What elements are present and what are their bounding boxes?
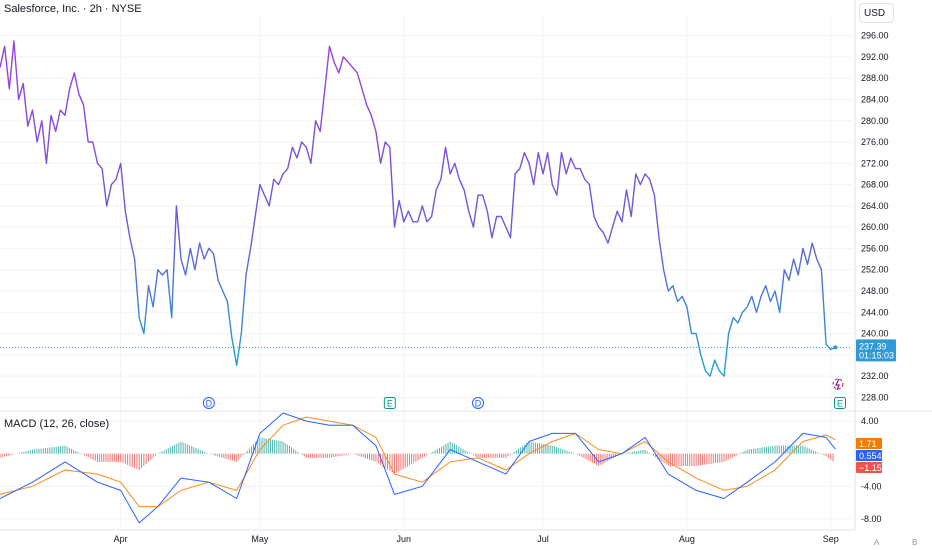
price-axis-tick: 292.00 — [861, 52, 889, 62]
price-axis-tick: 260.00 — [861, 222, 889, 232]
last-price-dot — [833, 345, 838, 350]
earnings-marker[interactable] — [383, 397, 396, 409]
macd-axis-tick: -4.00 — [861, 481, 882, 491]
price-axis-tick: 280.00 — [861, 116, 889, 126]
price-axis-tick: 240.00 — [861, 329, 889, 339]
time-axis-tick: May — [251, 534, 269, 544]
earnings-marker[interactable] — [834, 397, 846, 409]
price-axis-tick: 268.00 — [861, 180, 889, 190]
dividend-marker-label: D — [475, 399, 482, 409]
last-price-tag — [856, 339, 896, 362]
dividend-marker[interactable] — [202, 397, 215, 409]
signal-value-tag — [856, 438, 882, 449]
dividend-marker[interactable] — [472, 397, 485, 409]
price-axis-tick: 276.00 — [861, 137, 889, 147]
time-axis-tick: Jul — [537, 534, 549, 544]
lightning-icon[interactable] — [832, 378, 844, 391]
macd-axis-tick: 4.00 — [861, 416, 879, 426]
signal-line[interactable] — [0, 416, 836, 508]
bar-countdown-label: 01:15:03 — [859, 350, 894, 360]
price-axis-tick: 284.00 — [861, 94, 889, 104]
price-axis-tick: 256.00 — [861, 243, 889, 253]
time-axis-tick: Apr — [114, 534, 128, 544]
price-axis-tick: 272.00 — [861, 158, 889, 168]
price-axis-tick: 288.00 — [861, 73, 889, 83]
macd-indicator-label[interactable]: MACD (12, 26, close) — [4, 418, 110, 430]
dividend-marker-label: D — [206, 399, 213, 409]
last-price-label: 237.39 — [859, 341, 887, 351]
macd-value-tag — [856, 450, 882, 461]
earnings-marker-label: E — [387, 399, 393, 409]
macd-line[interactable] — [0, 412, 836, 524]
earnings-marker-label: E — [837, 399, 843, 409]
price-axis-tick: 264.00 — [861, 201, 889, 211]
price-axis-tick: 228.00 — [861, 392, 889, 402]
symbol-title[interactable]: Salesforce, Inc. · 2h · NYSE — [4, 3, 142, 15]
time-axis-tick: Aug — [679, 534, 695, 544]
price-axis-tick: 252.00 — [861, 265, 889, 275]
price-series-line[interactable] — [0, 40, 836, 377]
signal-value-tag-label: 1.71 — [859, 439, 877, 449]
price-axis-tick: 248.00 — [861, 286, 889, 296]
time-axis-tick: Jun — [396, 534, 411, 544]
histogram-value-tag-label: −1.15 — [859, 463, 882, 473]
price-axis-tick: 296.00 — [861, 31, 889, 41]
macd-axis-tick: -8.00 — [861, 514, 882, 524]
auto-scale-toggle[interactable]: A — [874, 538, 880, 547]
macd-value-tag-label: 0.5542 — [859, 451, 887, 461]
price-axis-tick: 232.00 — [861, 371, 889, 381]
price-axis-tick: 244.00 — [861, 307, 889, 317]
histogram-value-tag — [856, 462, 882, 473]
log-scale-toggle[interactable]: B — [912, 538, 918, 547]
time-axis-tick: Sep — [823, 534, 839, 544]
currency-button[interactable]: USD — [859, 3, 894, 23]
